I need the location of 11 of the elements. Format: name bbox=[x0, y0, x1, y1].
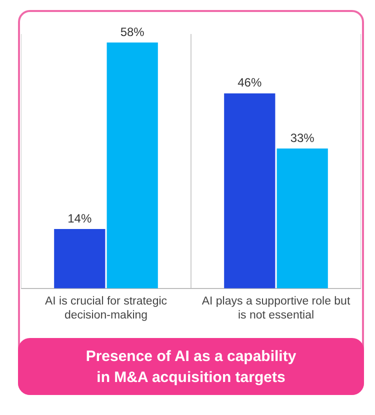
bar bbox=[106, 42, 158, 288]
x-tick-label: AI plays a supportive role but is not essential bbox=[202, 295, 351, 322]
data-label: 58% bbox=[120, 24, 145, 39]
x-tick-label: AI is crucial for strategic decision-making bbox=[44, 295, 168, 322]
data-label: 14% bbox=[68, 211, 92, 226]
data-label: 33% bbox=[290, 130, 315, 145]
data-label: 46% bbox=[238, 76, 262, 90]
bar bbox=[276, 148, 328, 288]
bar bbox=[224, 93, 276, 288]
bar bbox=[54, 229, 106, 288]
text: Presence of AI as a capability in M&A acquisition targets bbox=[18, 338, 364, 395]
